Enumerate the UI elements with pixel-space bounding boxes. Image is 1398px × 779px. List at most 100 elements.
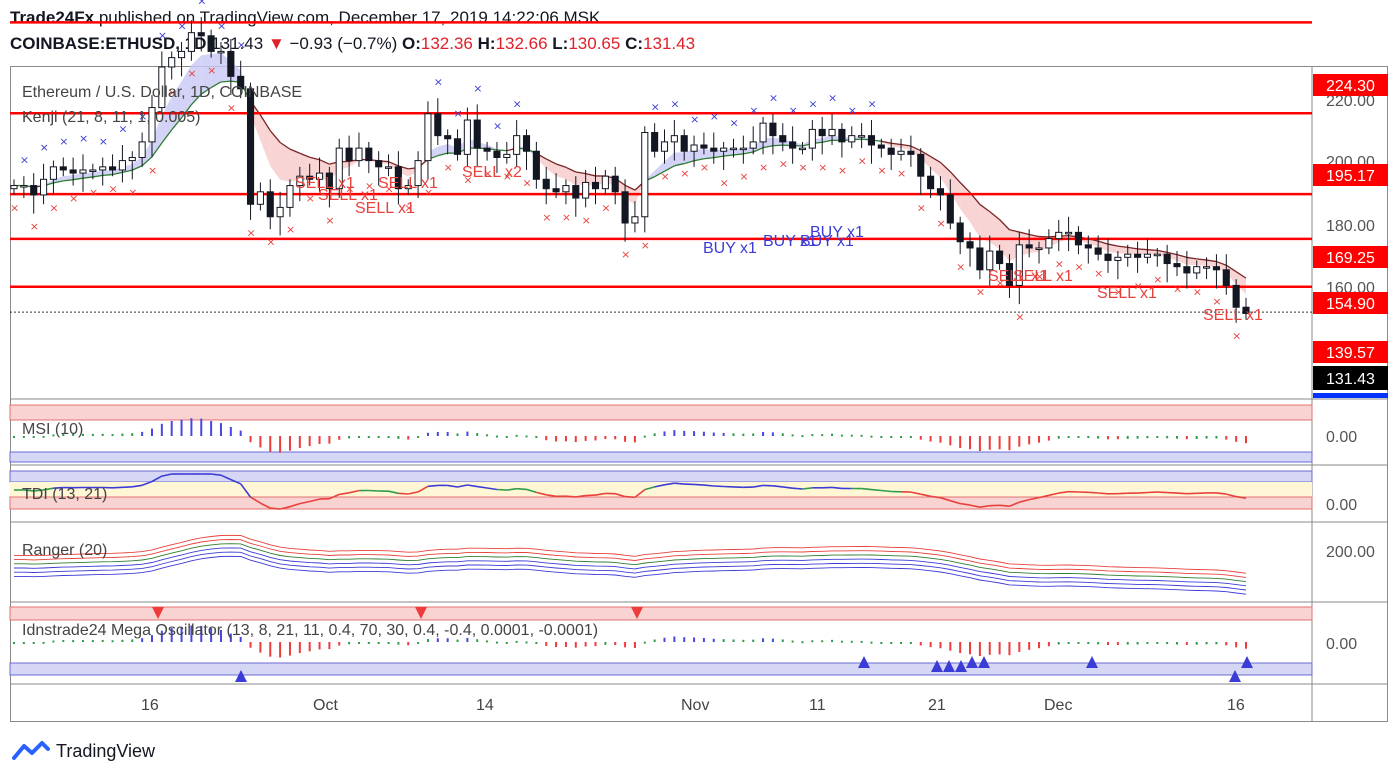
- msi-bar: [407, 436, 410, 440]
- kenji-line-segment: [822, 139, 833, 143]
- msi-tick: 0.00: [1326, 429, 1357, 446]
- msi-bar: [239, 430, 242, 436]
- mega-bar: [495, 641, 498, 644]
- kenji-line-segment: [713, 155, 724, 159]
- candle-body: [207, 35, 215, 52]
- kenji-line-segment: [959, 182, 971, 194]
- msi-bar: [791, 434, 794, 437]
- tdi-tick: 0.00: [1326, 497, 1357, 514]
- candle-body: [286, 185, 294, 208]
- open-label: O:: [401, 34, 421, 53]
- sell-x-marker: ×: [936, 217, 945, 230]
- kenji-line-segment: [151, 142, 163, 158]
- mega-bar: [1107, 642, 1110, 646]
- tdi-line-segment: [279, 505, 291, 510]
- mega-bar: [417, 642, 420, 644]
- msi-bar: [101, 433, 104, 436]
- kenji-line-segment: [299, 152, 310, 158]
- sell-x-marker: ×: [1114, 286, 1123, 299]
- last-price-label-bg: [1313, 366, 1388, 390]
- tdi-line-segment: [536, 491, 547, 496]
- level-label-bg: [1313, 292, 1388, 314]
- candle-body: [493, 150, 501, 158]
- kenji-cloud-segment: [1196, 258, 1207, 266]
- mega-bar: [219, 629, 222, 642]
- mega-legend: Idnstrade24 Mega Oscillator (13, 8, 21, …: [22, 622, 598, 639]
- candle-body: [503, 153, 511, 158]
- ranger-tick: 200.00: [1326, 544, 1375, 561]
- sell-x-marker: ×: [306, 192, 315, 205]
- buy-x-marker: ×: [513, 98, 522, 111]
- msi-bar: [298, 436, 301, 448]
- mega-bar: [653, 639, 656, 642]
- tdi-line-segment: [1058, 490, 1069, 494]
- mega-bar: [42, 641, 45, 644]
- open-value: 132.36: [420, 34, 473, 53]
- sell-x-marker: ×: [89, 186, 98, 199]
- candle-body: [660, 141, 669, 152]
- kenji-line-segment: [693, 158, 705, 162]
- sell-x-marker: ×: [424, 186, 433, 199]
- msi-bar: [535, 436, 538, 439]
- tdi-line-segment: [132, 484, 143, 488]
- sell-signal-label: SELL x1: [295, 175, 355, 192]
- mega-bar: [81, 640, 84, 643]
- sell-x-marker: ×: [621, 248, 630, 261]
- kenji-cloud-segment: [1029, 234, 1040, 254]
- tdi-line-segment: [871, 488, 882, 492]
- buy-x-marker: ×: [158, 29, 167, 42]
- mega-bar: [348, 642, 351, 645]
- kenji-cloud-segment: [881, 141, 892, 147]
- tradingview-footer[interactable]: TradingView: [12, 740, 155, 762]
- kenji-line-segment: [437, 152, 448, 157]
- kenji-line-segment: [210, 81, 222, 89]
- mega-bar: [1116, 642, 1119, 646]
- candle-body: [680, 135, 688, 152]
- x-tick-label: 16: [1227, 697, 1245, 714]
- mega-bar: [62, 640, 65, 643]
- msi-bar: [121, 433, 124, 436]
- tdi-line-segment: [1117, 492, 1128, 495]
- mega-lower-band: [9, 662, 1313, 676]
- sell-x-marker: ×: [69, 192, 78, 205]
- candle-body: [690, 144, 698, 152]
- msi-bar: [880, 436, 883, 438]
- candle-body: [897, 150, 905, 155]
- mega-bar: [633, 642, 636, 648]
- kenji-line-segment: [1157, 249, 1168, 254]
- kenji-line-segment: [1019, 231, 1030, 236]
- mega-buy-triangle: [931, 660, 943, 672]
- tdi-line-segment: [240, 483, 252, 498]
- candle-body: [729, 147, 738, 151]
- candle-body: [513, 135, 521, 155]
- sell-x-marker: ×: [109, 183, 118, 196]
- mega-bar: [52, 640, 55, 643]
- mega-buy-triangle: [1241, 656, 1253, 668]
- msi-bar: [446, 431, 449, 436]
- sell-signal-label: SELL x1: [1013, 268, 1073, 285]
- mega-bar: [476, 639, 479, 642]
- tdi-line-segment: [1167, 491, 1178, 494]
- candle-body: [434, 113, 442, 137]
- mega-bar: [900, 642, 903, 644]
- mega-upper-band: [9, 606, 1313, 621]
- kenji-line-segment: [772, 144, 783, 147]
- symbol-ohlc-line: COINBASE:ETHUSD, 1D 131.43 ▼ −0.93 (−0.7…: [10, 34, 695, 54]
- kenji-cloud-segment: [654, 161, 665, 177]
- buy-x-marker: ×: [59, 135, 68, 148]
- tdi-line-segment: [43, 487, 54, 491]
- candle-body: [956, 222, 964, 243]
- level-label-bg: [1313, 341, 1388, 363]
- msi-bar: [515, 434, 518, 437]
- tdi-line-segment: [270, 507, 281, 510]
- tdi-line-segment: [477, 485, 488, 489]
- kenji-cloud-segment: [733, 148, 744, 155]
- kenji-line-segment: [654, 170, 665, 178]
- tdi-line-segment: [1009, 501, 1020, 507]
- kenji-line-segment: [1216, 260, 1227, 266]
- kenji-line-segment: [1137, 248, 1148, 251]
- candle-body: [404, 185, 412, 190]
- candle-body: [867, 135, 876, 146]
- mega-bar: [1166, 642, 1169, 645]
